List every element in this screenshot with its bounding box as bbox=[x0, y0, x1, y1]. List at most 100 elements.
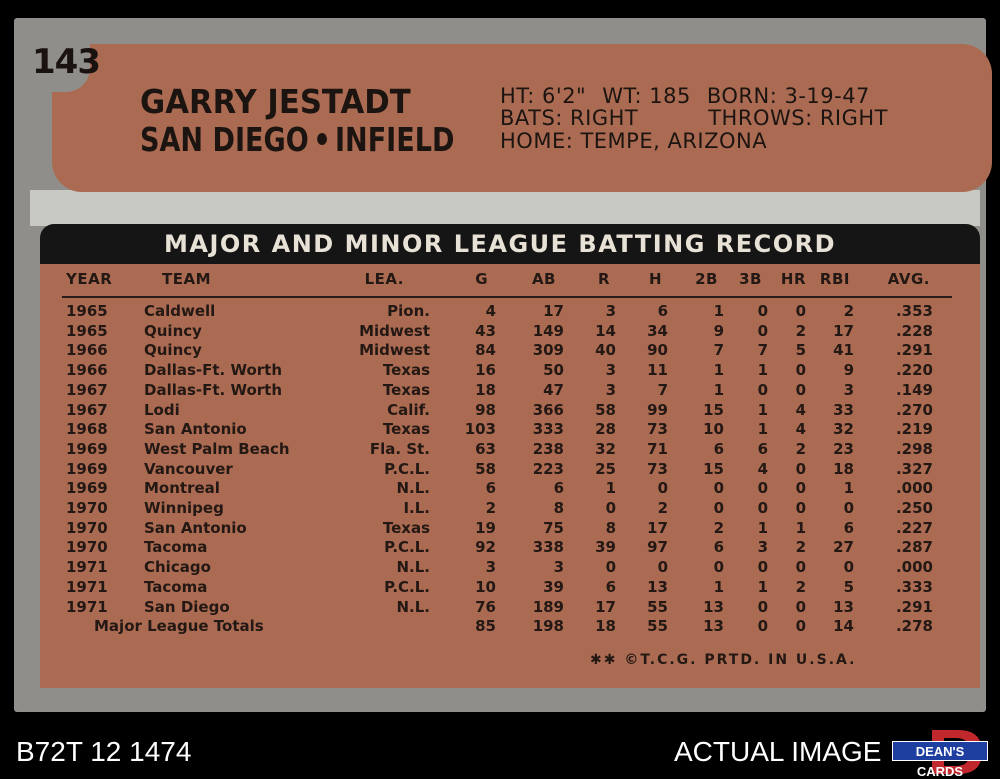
cell-team: Quincy bbox=[144, 321, 202, 340]
cell-h: 0 bbox=[657, 558, 668, 577]
cell-rbi: 3 bbox=[843, 380, 854, 399]
col-header-ab: AB bbox=[531, 270, 556, 288]
player-name: GARRY JESTADT bbox=[140, 82, 411, 121]
cell-2b: 1 bbox=[713, 361, 724, 380]
cell-avg: .228 bbox=[895, 321, 933, 340]
cell-hr: 4 bbox=[795, 420, 806, 439]
table-row: 1967 Dallas-Ft. Worth Texas 18 47 3 7 1 0 0 3 .149 bbox=[40, 381, 980, 401]
cell-rbi: 41 bbox=[833, 341, 854, 360]
cell-ab: 8 bbox=[553, 499, 564, 517]
cell-3b: 0 bbox=[757, 479, 768, 498]
cell-hr: 0 bbox=[795, 361, 806, 380]
cell-year: 1971 bbox=[66, 558, 108, 577]
cell-h: 2 bbox=[657, 499, 668, 517]
cell-year: 1969 bbox=[66, 479, 108, 498]
cell-h: 13 bbox=[647, 577, 668, 596]
col-header-r: R bbox=[597, 270, 610, 288]
cell-rbi: 1 bbox=[843, 479, 854, 498]
totals-cell-r: 18 bbox=[595, 617, 616, 636]
col-header-team: TEAM bbox=[162, 270, 212, 288]
cell-avg: .227 bbox=[895, 518, 933, 537]
card-number: 143 bbox=[28, 40, 101, 92]
cell-2b: 6 bbox=[713, 538, 724, 557]
col-header-hr: HR bbox=[780, 270, 806, 288]
cell-ab: 6 bbox=[553, 479, 564, 498]
cell-hr: 2 bbox=[795, 577, 806, 596]
col-header-avg: AVG. bbox=[887, 270, 930, 288]
table-body: 1965 Caldwell Pion. 4 17 3 6 1 0 0 2.353 1965 Quincy… bbox=[40, 302, 980, 642]
cell-g: 98 bbox=[475, 400, 496, 419]
cell-r: 28 bbox=[595, 420, 616, 439]
cell-2b: 13 bbox=[703, 597, 724, 616]
cell-2b: 15 bbox=[703, 459, 724, 478]
cell-2b: 9 bbox=[713, 321, 724, 340]
cell-league: N.L. bbox=[396, 558, 430, 577]
cell-h: 90 bbox=[647, 341, 668, 360]
cell-league: Texas bbox=[382, 420, 430, 439]
cell-avg: .000 bbox=[895, 558, 933, 577]
cell-hr: 0 bbox=[795, 499, 806, 517]
cell-r: 6 bbox=[605, 577, 616, 596]
cell-hr: 2 bbox=[795, 538, 806, 557]
cell-avg: .333 bbox=[895, 577, 933, 596]
cell-ab: 223 bbox=[532, 459, 564, 478]
table-row: 1971 Chicago N.L. 3 3 0 0 0 0 0 0 .000 bbox=[40, 558, 980, 578]
stats-table: YEAR TEAM LEA. G AB R H 2B 3B HR RBI AVG. 1965 Caldw… bbox=[40, 264, 980, 688]
cell-hr: 2 bbox=[795, 439, 806, 458]
cell-r: 8 bbox=[605, 518, 616, 537]
cell-r: 0 bbox=[605, 499, 616, 517]
cell-r: 14 bbox=[595, 321, 616, 340]
cell-h: 97 bbox=[647, 538, 668, 557]
totals-cell-g: 85 bbox=[475, 617, 496, 636]
cell-year: 1966 bbox=[66, 361, 108, 380]
bio-line-2: BATS: RIGHT THROWS: RIGHT bbox=[500, 106, 888, 130]
table-row: 1971 Tacoma P.C.L. 10 39 6 13 1 1 2 5 .333 bbox=[40, 578, 980, 598]
cell-rbi: 9 bbox=[843, 361, 854, 380]
cell-3b: 1 bbox=[757, 577, 768, 596]
cell-avg: .219 bbox=[895, 420, 933, 439]
table-row: 1969 Montreal N.L. 6 6 1 0 0 0 0 1 .000 bbox=[40, 479, 980, 499]
table-row: 1971 San Diego N.L. 76 189 17 55 13 0 0 13 .291 bbox=[40, 598, 980, 618]
cell-year: 1968 bbox=[66, 420, 108, 439]
section-banner: MAJOR AND MINOR LEAGUE BATTING RECORD bbox=[40, 224, 980, 266]
cell-hr: 4 bbox=[795, 400, 806, 419]
cell-g: 103 bbox=[464, 420, 496, 439]
cell-g: 19 bbox=[475, 518, 496, 537]
cell-league: P.C.L. bbox=[384, 538, 430, 557]
table-row: 1968 San Antonio Texas 103 333 28 73 10 1 4 32 .219 bbox=[40, 420, 980, 440]
position: INFIELD bbox=[334, 120, 455, 159]
catalog-id: B72T 12 1474 bbox=[16, 736, 192, 767]
cell-hr: 0 bbox=[795, 380, 806, 399]
cell-r: 3 bbox=[605, 302, 616, 320]
header-plate bbox=[52, 44, 992, 192]
cell-avg: .220 bbox=[895, 361, 933, 380]
cell-hr: 0 bbox=[795, 597, 806, 616]
cell-rbi: 13 bbox=[833, 597, 854, 616]
table-row: 1969 Vancouver P.C.L. 58 223 25 73 15 4 0 18 .327 bbox=[40, 460, 980, 480]
bio-line-3: HOME: TEMPE, ARIZONA bbox=[500, 129, 768, 153]
cell-h: 99 bbox=[647, 400, 668, 419]
cell-ab: 149 bbox=[532, 321, 564, 340]
cell-league: P.C.L. bbox=[384, 577, 430, 596]
team-position: SAN DIEGO INFIELD bbox=[140, 120, 454, 159]
totals-cell-avg: .278 bbox=[895, 617, 933, 636]
cell-team: Quincy bbox=[144, 341, 202, 360]
totals-label: Major League Totals bbox=[94, 617, 264, 636]
cell-avg: .270 bbox=[895, 400, 933, 419]
cell-h: 71 bbox=[647, 439, 668, 458]
cell-year: 1971 bbox=[66, 577, 108, 596]
cell-year: 1965 bbox=[66, 302, 108, 320]
cell-hr: 0 bbox=[795, 558, 806, 577]
cell-3b: 0 bbox=[757, 558, 768, 577]
cell-h: 34 bbox=[647, 321, 668, 340]
cell-g: 63 bbox=[475, 439, 496, 458]
totals-cell-2b: 13 bbox=[703, 617, 724, 636]
cell-g: 2 bbox=[485, 499, 496, 517]
cell-r: 58 bbox=[595, 400, 616, 419]
logo-text: DEAN'S CARDS bbox=[892, 741, 988, 779]
totals-cell-3b: 0 bbox=[757, 617, 768, 636]
cell-team: Lodi bbox=[144, 400, 180, 419]
cell-g: 18 bbox=[475, 380, 496, 399]
cell-avg: .298 bbox=[895, 439, 933, 458]
cell-team: Dallas-Ft. Worth bbox=[144, 361, 283, 380]
